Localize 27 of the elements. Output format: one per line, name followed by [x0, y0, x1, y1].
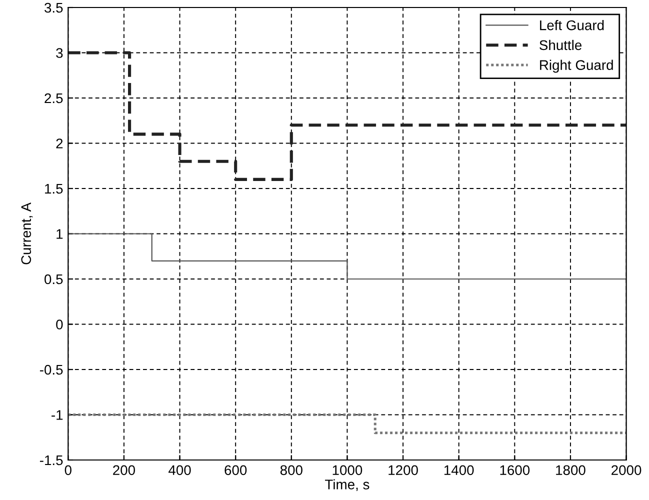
x-tick-label: 200: [113, 465, 136, 476]
y-tick-label: 3.5: [44, 2, 63, 13]
x-tick-label: 1000: [332, 465, 362, 476]
y-tick-label: 1: [56, 229, 63, 239]
x-tick-label: 1200: [388, 465, 418, 476]
y-tick-label: 0: [56, 320, 63, 330]
x-tick-label: 1600: [500, 465, 530, 476]
x-axis-title: Time, s: [325, 479, 370, 492]
x-tick-label: 1400: [444, 465, 474, 476]
y-tick-label: -1: [52, 410, 63, 420]
x-tick-label: 2000: [612, 465, 642, 476]
legend-label: Right Guard: [540, 60, 613, 73]
y-tick-label: 2: [56, 138, 63, 148]
y-axis-title: Current, A: [21, 202, 33, 264]
x-tick-label: 600: [224, 465, 247, 476]
x-tick-label: 400: [168, 465, 191, 476]
x-tick-label: 1800: [556, 465, 586, 476]
y-tick-label: 2.5: [44, 93, 63, 104]
y-tick-label: 3: [56, 48, 63, 58]
x-tick-label: 800: [280, 465, 302, 476]
y-tick-label: -1.5: [40, 455, 63, 466]
legend-label: Left Guard: [540, 20, 604, 30]
y-tick-label: 0.5: [44, 274, 63, 284]
y-tick-label: -0.5: [40, 364, 63, 375]
x-tick-label: 0: [64, 465, 72, 476]
legend-label: Shuttle: [540, 40, 582, 50]
y-tick-label: 1.5: [45, 184, 63, 194]
